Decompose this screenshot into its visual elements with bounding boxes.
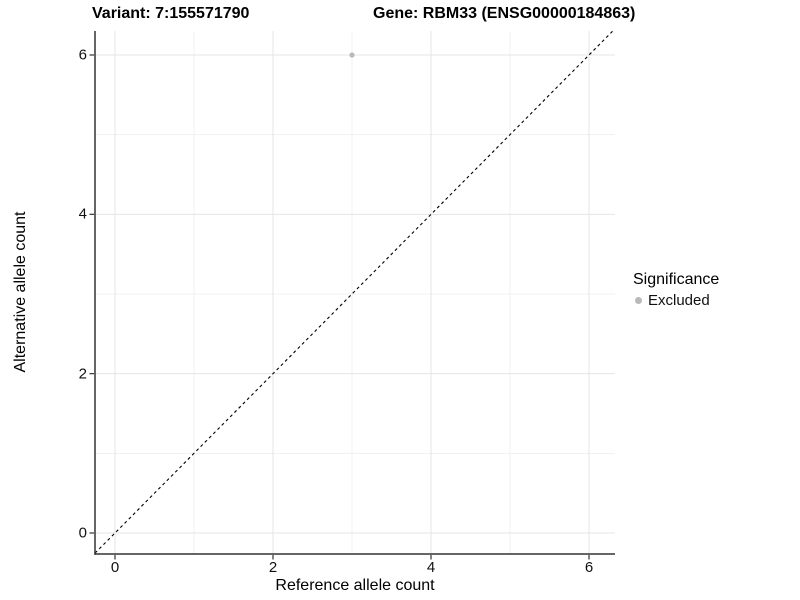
plot-title-gene: Gene: RBM33 (ENSG00000184863) (373, 5, 636, 22)
plot-title-variant: Variant: 7:155571790 (92, 5, 250, 22)
identity-reference-line (94, 30, 614, 554)
legend-entry-label: Excluded (648, 292, 710, 309)
legend-key-dot-icon (635, 297, 642, 304)
x-tick-label: 2 (268, 559, 278, 576)
y-tick-label: 0 (78, 524, 87, 542)
y-axis-title: Alternative allele count (12, 211, 29, 373)
legend-title: Significance (633, 271, 720, 288)
legend: Significance Excluded (632, 271, 719, 309)
x-tick-label: 0 (110, 559, 120, 576)
data-point (349, 52, 355, 58)
y-tick-label: 4 (78, 205, 87, 223)
y-tick-label: 2 (78, 365, 87, 383)
x-tick-label: 6 (584, 559, 594, 576)
x-axis-title: Reference allele count (275, 577, 435, 594)
legend-entry: Excluded (635, 292, 719, 309)
legend-entries: Excluded (632, 292, 719, 309)
y-tick-label: 6 (78, 46, 87, 64)
x-tick-label: 4 (426, 559, 436, 576)
